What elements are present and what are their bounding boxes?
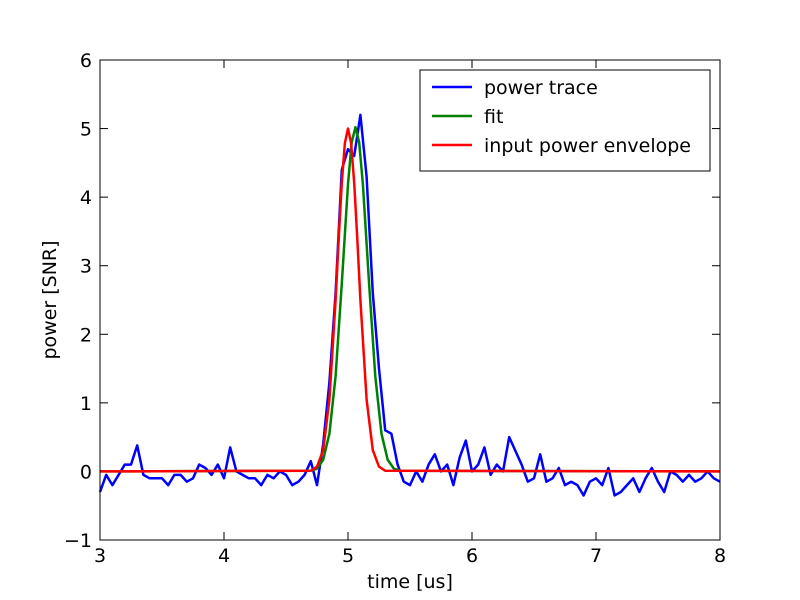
x-tick-label: 4 [218,545,230,567]
legend-label: fit [484,106,503,128]
y-tick-label: −1 [64,530,92,552]
y-tick-label: 1 [80,393,92,415]
y-tick-label: 0 [80,461,92,483]
y-axis-label: power [SNR] [39,240,61,359]
legend-label: power trace [484,77,598,99]
legend-label: input power envelope [484,135,691,157]
series-line [99,125,721,473]
x-axis-label: time [us] [367,571,453,593]
x-tick-label: 6 [466,545,478,567]
x-tick-label: 3 [94,545,106,567]
series-line [98,113,721,497]
x-tick-label: 8 [714,545,726,567]
y-tick-label: 4 [80,187,92,209]
x-tick-label: 7 [590,545,602,567]
x-tick-label: 5 [342,545,354,567]
y-tick-label: 6 [80,50,92,72]
y-tick-label: 3 [80,256,92,278]
series-line [99,127,721,473]
legend: power trace fit input power envelope [419,69,711,172]
y-tick-label: 5 [80,119,92,141]
plot-frame [99,59,721,541]
y-tick-label: 2 [80,324,92,346]
